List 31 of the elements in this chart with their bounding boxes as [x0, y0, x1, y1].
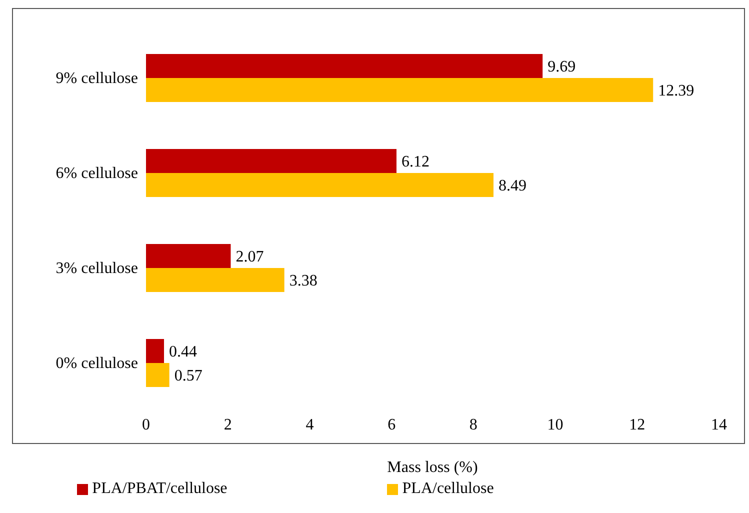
x-tick-label: 14: [711, 416, 727, 434]
data-label: 6.12: [401, 154, 430, 171]
legend-label: PLA/PBAT/cellulose: [92, 480, 228, 497]
bar: [146, 268, 284, 292]
bar: [146, 78, 654, 102]
x-tick-label: 12: [629, 416, 646, 434]
legend-label: PLA/cellulose: [402, 480, 494, 497]
x-tick-label: 2: [224, 416, 232, 434]
data-label: 3.38: [289, 272, 318, 290]
data-label: 8.49: [498, 178, 526, 195]
y-tick-label: 6% cellulose: [56, 165, 138, 182]
bar: [146, 363, 170, 387]
y-tick-label: 3% cellulose: [56, 260, 138, 278]
x-tick-label: 8: [469, 416, 478, 434]
x-tick-label: 0: [142, 416, 150, 434]
y-tick-label: 9% cellulose: [56, 70, 138, 88]
bar: [146, 149, 396, 173]
data-label: 0.57: [174, 368, 202, 385]
bar: [146, 339, 164, 363]
x-tick-label: 4: [306, 416, 314, 434]
x-tick-label: 10: [547, 416, 564, 434]
x-axis-title: Mass loss (%): [387, 459, 478, 476]
x-tick-label: 6: [388, 416, 396, 434]
data-label: 0.44: [169, 344, 198, 361]
y-tick-label: 0% cellulose: [56, 355, 138, 372]
bar: [146, 244, 231, 268]
data-label: 2.07: [236, 248, 264, 266]
data-label: 12.39: [658, 82, 694, 100]
bar: [146, 54, 543, 78]
data-label: 9.69: [548, 58, 576, 76]
bar: [146, 173, 494, 197]
